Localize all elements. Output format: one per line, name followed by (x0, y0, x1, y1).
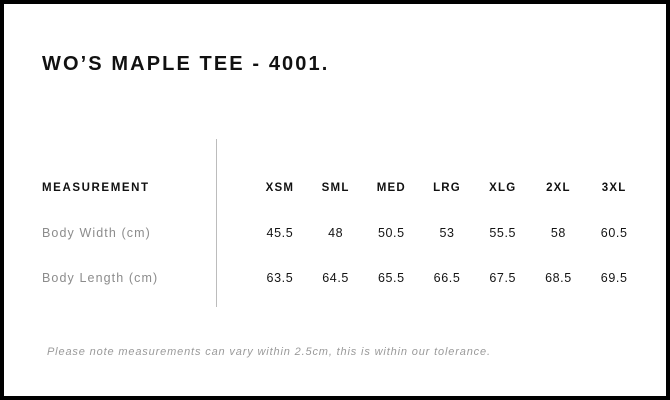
table-header-row: MEASUREMENT XSM SML MED LRG XLG 2XL 3XL (42, 166, 642, 211)
row-label-body-length: Body Length (cm) (42, 271, 159, 286)
column-header-xlg: XLG (489, 181, 517, 194)
table-vertical-divider (216, 139, 217, 307)
cell-body-length-xlg: 67.5 (489, 271, 517, 286)
cell-body-width-sml: 48 (328, 226, 344, 241)
cell-body-width-3xl: 60.5 (600, 226, 628, 241)
cell-body-length-2xl: 68.5 (545, 271, 572, 286)
cell-body-length-3xl: 69.5 (600, 271, 628, 286)
row-label-body-width: Body Width (cm) (42, 226, 151, 241)
cell-body-width-lrg: 53 (439, 226, 455, 241)
cell-body-width-xsm: 45.5 (266, 226, 294, 241)
column-header-lrg: LRG (433, 181, 461, 194)
cell-body-width-2xl: 58 (550, 226, 566, 241)
cell-body-length-lrg: 66.5 (433, 271, 461, 286)
cell-body-length-xsm: 63.5 (266, 271, 294, 286)
column-header-3xl: 3XL (601, 181, 627, 194)
column-header-sml: SML (321, 181, 350, 194)
cell-body-width-med: 50.5 (377, 226, 405, 241)
column-header-measurement: MEASUREMENT (42, 181, 150, 194)
cell-body-width-xlg: 55.5 (489, 226, 517, 241)
size-chart-table: MEASUREMENT XSM SML MED LRG XLG 2XL 3XL … (42, 166, 642, 301)
tolerance-footnote: Please note measurements can vary within… (47, 346, 491, 358)
page-title: WO’S MAPLE TEE - 4001. (42, 53, 330, 75)
table-row: Body Width (cm) 45.5 48 50.5 53 55.5 58 … (42, 211, 642, 256)
cell-body-length-sml: 64.5 (322, 271, 349, 286)
column-header-2xl: 2XL (546, 181, 571, 194)
column-header-xsm: XSM (265, 181, 295, 194)
column-header-med: MED (376, 181, 406, 194)
table-row: Body Length (cm) 63.5 64.5 65.5 66.5 67.… (42, 256, 642, 301)
cell-body-length-med: 65.5 (377, 271, 405, 286)
